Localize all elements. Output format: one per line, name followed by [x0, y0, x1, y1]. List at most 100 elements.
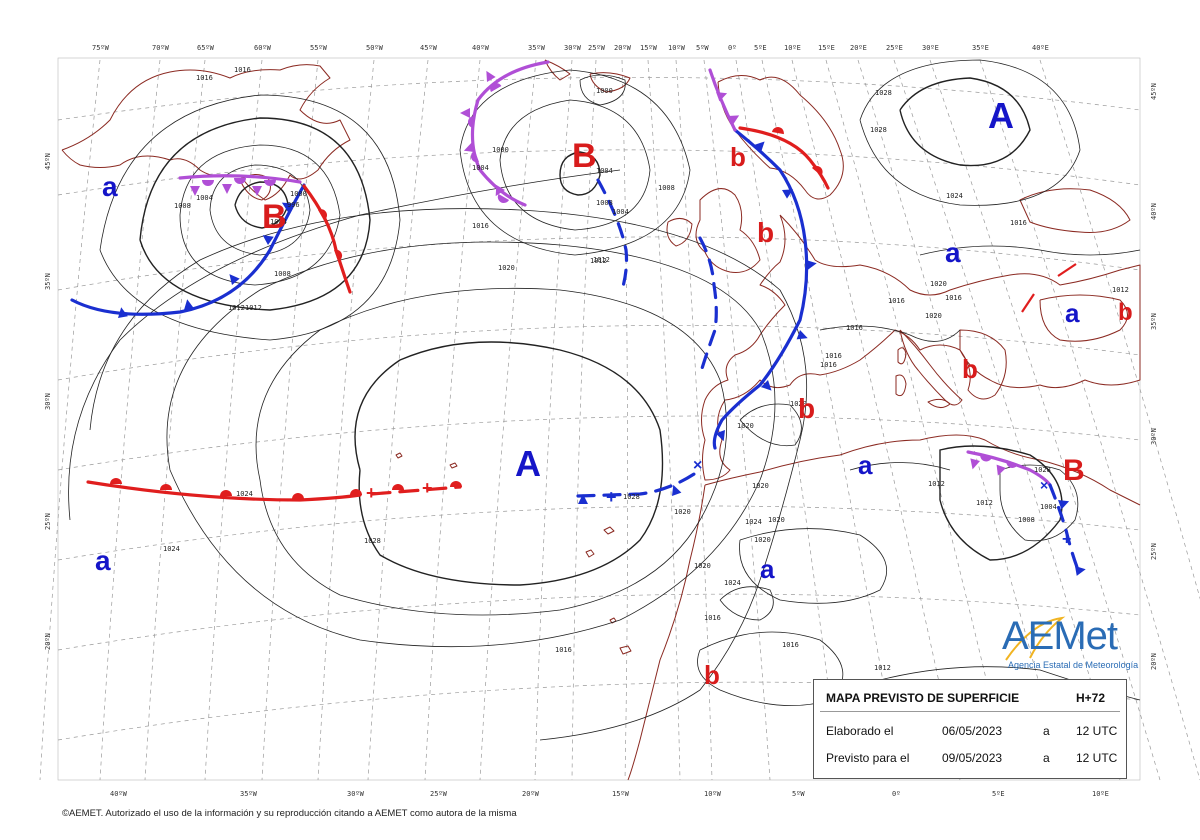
isobar-value-label: 1016 [555, 646, 572, 654]
cold-front-triangle [252, 186, 262, 196]
bottom-longitude-label: 25ºW [430, 790, 448, 798]
logo-wordmark: AEMet [1002, 614, 1118, 658]
isobar-value-label: 1016 [825, 352, 842, 360]
isobar-value-label: 1016 [1010, 219, 1027, 227]
isobar [354, 341, 664, 586]
high-pressure-symbol: a [858, 450, 873, 480]
coastline [717, 75, 844, 200]
bottom-longitude-label: 40ºW [110, 790, 128, 798]
low-pressure-symbol: b [1118, 299, 1133, 326]
trough-mark [1057, 263, 1077, 277]
coastline [603, 526, 615, 535]
left-latitude-label: 35ºN [44, 273, 52, 290]
meridian-line [39, 59, 101, 781]
isobar-value-label: 1012 [1112, 286, 1129, 294]
isobar-value-label: 1008 [174, 202, 191, 210]
meridian-line [621, 59, 628, 781]
info-title-row: MAPA PREVISTO DE SUPERFICIE H+72 [814, 688, 1126, 708]
isobar-value-label: 1012 [928, 480, 945, 488]
top-longitude-label: 5ºE [754, 44, 767, 52]
front-cross: + [366, 483, 377, 503]
top-longitude-label: 10ºE [784, 44, 801, 52]
low-pressure-symbol: B [1063, 454, 1085, 487]
isobar [939, 445, 1063, 561]
isobar [739, 528, 888, 604]
isobar [999, 464, 1079, 542]
meridian-line [99, 59, 161, 781]
parallel-line [57, 415, 1141, 471]
bottom-longitude-label: 35ºW [240, 790, 258, 798]
isobar-value-label: 1004 [1040, 503, 1057, 511]
logo-swoosh-icon [1005, 616, 1066, 661]
isobar-value-label: 1028 [870, 126, 887, 134]
trough-mark [1021, 293, 1035, 313]
bottom-longitude-label: 10ºW [704, 790, 722, 798]
isobar-value-label: 1012 [228, 304, 245, 312]
isobar [166, 241, 776, 648]
isobar-value-label: 1028 [364, 537, 381, 545]
coastlines [61, 59, 1141, 781]
isobar [89, 208, 808, 741]
parallel-line [57, 593, 1141, 651]
top-longitude-label: 25ºE [886, 44, 903, 52]
warm-front-semicircle [772, 127, 784, 135]
top-longitude-label: 10ºW [668, 44, 686, 52]
isobar [68, 169, 621, 521]
aemet-logo: AEMet Agencia Estatal de Meteorología [1002, 612, 1152, 678]
bottom-longitude-label: 30ºW [347, 790, 365, 798]
cold-front-triangle [486, 70, 496, 82]
left-latitude-label: 30ºN [44, 393, 52, 410]
isobar-value-label: 1004 [612, 208, 629, 216]
warm-front-semicircle [264, 180, 276, 186]
isobar-value-label: 1016 [888, 297, 905, 305]
forecast-info-box: MAPA PREVISTO DE SUPERFICIE H+72 Elabora… [813, 679, 1127, 779]
isobar-value-label: 1016 [472, 222, 489, 230]
isobar [719, 586, 774, 621]
cold-front-triangle [716, 92, 728, 102]
isobar-value-label: 1012 [245, 304, 262, 312]
cold-front-triangle [1058, 500, 1070, 510]
left-latitude-label: 45ºN [44, 153, 52, 170]
meridian-line [317, 59, 375, 781]
high-pressure-symbol: a [1065, 298, 1080, 328]
top-longitude-label: 20ºW [614, 44, 632, 52]
warm-front-semicircle [220, 490, 232, 496]
isobar-value-label: 1000 [492, 146, 509, 154]
isobar [849, 462, 951, 471]
right-latitude-label: 30ºN [1150, 428, 1158, 445]
isobar [255, 287, 728, 616]
cold-front-triangle [460, 108, 470, 118]
meridian-line [979, 59, 1200, 781]
low-pressure-symbol: b [757, 217, 774, 248]
isobar-value-label: 1028 [1034, 466, 1051, 474]
meridian-line [675, 59, 713, 781]
cold-front-triangle [796, 330, 808, 340]
isobar [139, 117, 371, 311]
high-pressure-symbol: a [102, 171, 118, 202]
isobar-value-label: 1000 [596, 87, 613, 95]
low-pressure-symbol: B [572, 137, 597, 175]
isobar [579, 74, 626, 106]
isobar [819, 325, 961, 342]
issued-row: Elaborado el 06/05/2023 a 12 UTC [814, 721, 1126, 741]
issued-time: 12 UTC [1076, 724, 1118, 738]
meridian-line [647, 59, 681, 781]
warm-front-atlantic-dashed [370, 485, 462, 496]
isobar-value-label: 1020 [930, 280, 947, 288]
warm-front-semicircle [392, 484, 404, 490]
map-labels: 1016101610081004996100010041008101210001… [95, 66, 1133, 690]
isobar-value-label: 1004 [270, 218, 287, 226]
left-latitude-label: 25ºN [44, 513, 52, 530]
cold-front-triangle [463, 142, 475, 152]
isobar [559, 151, 601, 196]
isobar-value-label: 1024 [724, 579, 741, 587]
isobar-value-label: 1012 [593, 256, 610, 264]
isobar-value-label: 996 [287, 201, 300, 209]
map-title: MAPA PREVISTO DE SUPERFICIE [826, 691, 1020, 705]
coastline [589, 72, 631, 93]
bottom-longitude-label: 5ºW [792, 790, 805, 798]
coastline [895, 374, 907, 397]
top-longitude-label: 15ºE [818, 44, 835, 52]
isobar-value-label: 1020 [754, 536, 771, 544]
